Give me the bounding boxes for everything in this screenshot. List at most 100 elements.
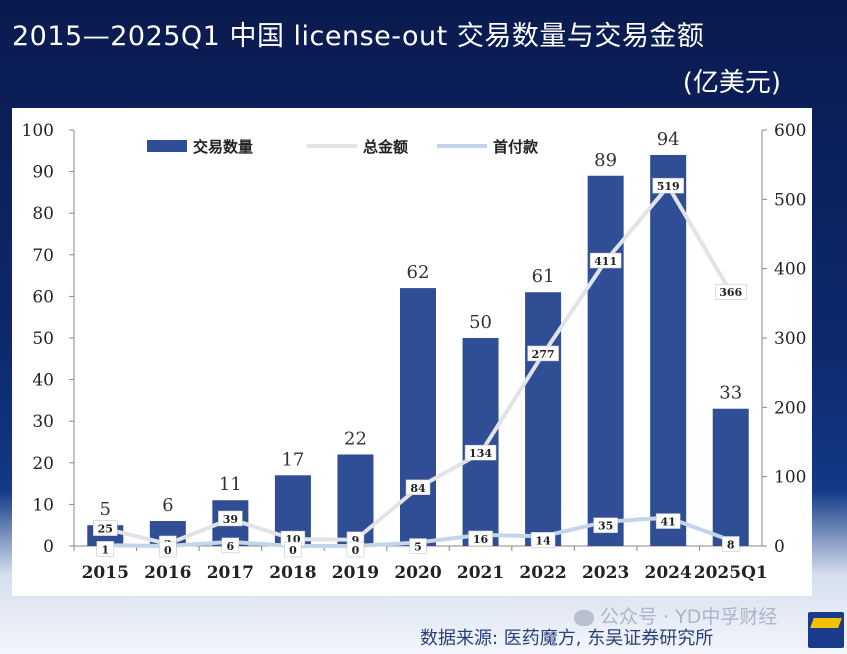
bar-2020 <box>400 288 436 546</box>
watermark: 公众号 · YD中孚财经 <box>574 602 777 629</box>
total-amount-value-label: 9 <box>352 534 360 547</box>
left-tick-label: 70 <box>32 246 54 266</box>
total-amount-value-label: 134 <box>469 447 492 460</box>
bar-value-label: 11 <box>219 474 242 495</box>
x-tick-label: 2023 <box>582 563 629 583</box>
footer-band <box>0 598 847 654</box>
bar-value-label: 17 <box>281 449 304 470</box>
upfront-amount-label-box <box>655 513 681 529</box>
bar-value-label: 94 <box>657 129 680 150</box>
x-tick-label: 2024 <box>645 563 692 583</box>
right-tick-label: 100 <box>774 468 806 488</box>
upfront-amount-label-box <box>530 532 556 548</box>
left-tick-label: 90 <box>32 163 54 183</box>
upfront-amount-label-box <box>346 541 365 558</box>
total-amount-value-label: 84 <box>410 482 426 495</box>
total-amount-label-box <box>218 510 243 527</box>
total-amount-label-box <box>589 252 622 269</box>
left-tick-label: 10 <box>32 495 54 515</box>
upfront-amount-value-label: 41 <box>661 516 676 529</box>
total-amount-label-box <box>714 283 747 300</box>
x-tick-label: 2016 <box>144 563 191 583</box>
page-title: 2015—2025Q1 中国 license-out 交易数量与交易金额 <box>12 21 705 52</box>
right-tick-label: 500 <box>774 190 806 210</box>
x-tick-label: 2022 <box>519 563 566 583</box>
bar-2023 <box>587 175 624 546</box>
x-tick-label: 2015 <box>82 563 129 583</box>
upfront-amount-value-label: 16 <box>473 533 489 546</box>
source-note: 数据来源: 医药魔方, 东吴证券研究所 <box>420 628 714 649</box>
bar-value-label: 62 <box>407 262 430 283</box>
bar-value-label: 22 <box>344 428 367 449</box>
right-tick-label: 200 <box>774 398 806 418</box>
right-tick-label: 300 <box>774 329 806 349</box>
right-tick-label: 0 <box>774 537 785 557</box>
x-tick-label: 2017 <box>207 563 254 583</box>
watermark-text: 公众号 · YD中孚财经 <box>600 606 778 628</box>
x-tick-label: 2019 <box>332 563 379 583</box>
unit-subtitle: (亿美元) <box>682 68 781 98</box>
total-amount-label-box <box>405 479 431 496</box>
left-tick-label: 40 <box>32 371 54 391</box>
upfront-amount-value-label: 1 <box>101 543 109 556</box>
upfront-amount-label-box <box>284 541 302 558</box>
upfront-amount-value-label: 8 <box>727 538 735 551</box>
right-tick-label: 400 <box>774 260 806 280</box>
left-tick-label: 0 <box>43 537 54 557</box>
bar-2025Q1 <box>712 408 749 546</box>
left-tick-label: 100 <box>22 121 54 141</box>
bar-2022 <box>525 292 562 546</box>
left-tick-label: 20 <box>32 454 54 474</box>
total-amount-value-label: 39 <box>223 513 238 526</box>
right-tick-label: 600 <box>774 121 806 141</box>
x-tick-label: 2021 <box>457 563 504 583</box>
upfront-amount-value-label: 14 <box>535 534 551 547</box>
x-tick-label: 2025Q1 <box>694 563 768 583</box>
left-tick-label: 60 <box>32 287 54 307</box>
bar-value-label: 5 <box>100 499 111 520</box>
bar-value-label: 33 <box>719 383 742 404</box>
upfront-amount-value-label: 0 <box>164 544 172 557</box>
x-tick-label: 2018 <box>269 563 316 583</box>
total-amount-value-label: 411 <box>594 255 617 268</box>
legend-label-total: 总金额 <box>363 138 408 156</box>
x-tick-label: 2020 <box>394 563 441 583</box>
left-tick-label: 30 <box>32 412 54 432</box>
upfront-amount-label-box <box>221 537 240 554</box>
total-amount-value-label: 25 <box>98 523 113 536</box>
legend-label-upfront: 首付款 <box>493 138 539 156</box>
upfront-amount-label-box <box>96 541 115 557</box>
left-tick-label: 80 <box>32 204 54 224</box>
bar-value-label: 6 <box>162 495 173 516</box>
total-amount-value-label: 519 <box>657 180 680 193</box>
bar-value-label: 89 <box>594 150 617 171</box>
legend-swatch-bar <box>147 140 187 152</box>
upfront-amount-value-label: 35 <box>598 520 613 533</box>
brand-logo-icon <box>808 612 844 648</box>
bar-value-label: 61 <box>532 266 555 287</box>
bars-layer <box>87 154 749 546</box>
upfront-amount-label-box <box>468 530 493 547</box>
total-amount-label-box <box>527 345 559 362</box>
total-amount-label-box <box>93 520 118 536</box>
upfront-amount-value-label: 0 <box>289 544 297 557</box>
upfront-amount-value-label: 0 <box>352 544 360 557</box>
legend-label-bar: 交易数量 <box>193 138 253 156</box>
upfront-amount-value-label: 5 <box>414 541 422 554</box>
total-amount-label-box <box>652 177 684 194</box>
total-amount-value-label: 277 <box>532 348 555 361</box>
upfront-amount-label-box <box>593 517 618 533</box>
total-amount-label-box <box>464 444 497 461</box>
labels-layer: 5611172262506189943325339109841342774115… <box>93 129 747 558</box>
upfront-amount-label-box <box>159 541 177 558</box>
upfront-amount-label-box <box>721 536 740 552</box>
upfront-amount-label-box <box>409 538 427 554</box>
legend-layer: 交易数量 总金额 首付款 <box>147 138 539 156</box>
total-amount-value-label: 366 <box>719 286 742 299</box>
upfront-amount-value-label: 6 <box>227 540 235 553</box>
wechat-icon <box>574 609 594 626</box>
chart-svg: 0102030405060708090100010020030040050060… <box>22 121 807 583</box>
bar-2024 <box>650 154 687 546</box>
bar-2021 <box>462 338 499 546</box>
bar-value-label: 50 <box>469 312 492 333</box>
